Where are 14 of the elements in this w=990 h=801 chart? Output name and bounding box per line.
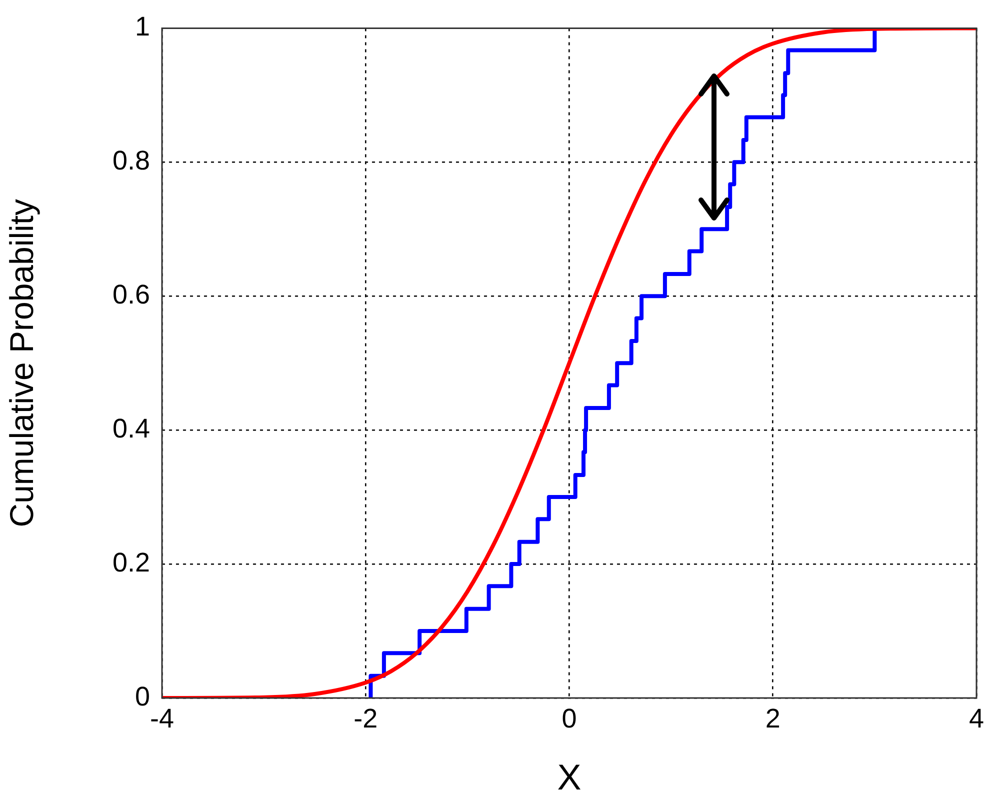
- y-tick-label: 0.6: [112, 280, 150, 310]
- y-axis-title: Cumulative Probability: [2, 198, 40, 528]
- x-tick-label: -2: [354, 704, 378, 734]
- x-tick-label: 0: [562, 704, 577, 734]
- x-tick-label: 4: [968, 704, 984, 734]
- y-tick-label: 0.8: [112, 146, 150, 176]
- y-tick-label: 0.2: [112, 547, 150, 578]
- y-tick-label: 0.4: [112, 414, 150, 444]
- y-tick-label: 1: [134, 12, 150, 42]
- x-tick-label: 2: [765, 704, 780, 734]
- line-series: [162, 28, 976, 698]
- x-axis-title: X: [557, 756, 582, 798]
- x-tick-label: -4: [150, 704, 174, 734]
- y-tick-label: 0: [134, 681, 150, 712]
